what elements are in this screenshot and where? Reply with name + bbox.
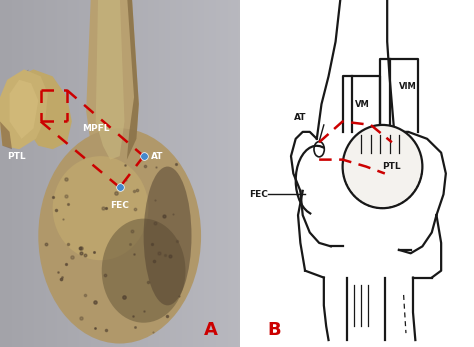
Text: PTL: PTL (383, 162, 401, 171)
Ellipse shape (102, 219, 185, 323)
Polygon shape (96, 0, 125, 160)
Text: A: A (204, 321, 218, 339)
Polygon shape (127, 0, 139, 160)
Polygon shape (14, 69, 72, 149)
Text: FEC: FEC (249, 190, 268, 199)
Polygon shape (9, 80, 38, 139)
Text: MPFL: MPFL (82, 124, 109, 133)
Text: B: B (268, 321, 282, 339)
Text: FEC: FEC (110, 201, 129, 210)
Ellipse shape (343, 125, 422, 208)
Text: PTL: PTL (8, 152, 26, 161)
Ellipse shape (38, 128, 201, 344)
Text: AT: AT (151, 152, 164, 161)
Text: VIM: VIM (400, 82, 417, 91)
Polygon shape (0, 69, 48, 149)
Text: VM: VM (355, 100, 370, 109)
Polygon shape (14, 69, 29, 121)
Ellipse shape (53, 156, 148, 260)
Ellipse shape (144, 167, 191, 305)
Polygon shape (86, 0, 139, 167)
Polygon shape (0, 121, 12, 149)
Text: AT: AT (294, 113, 307, 122)
